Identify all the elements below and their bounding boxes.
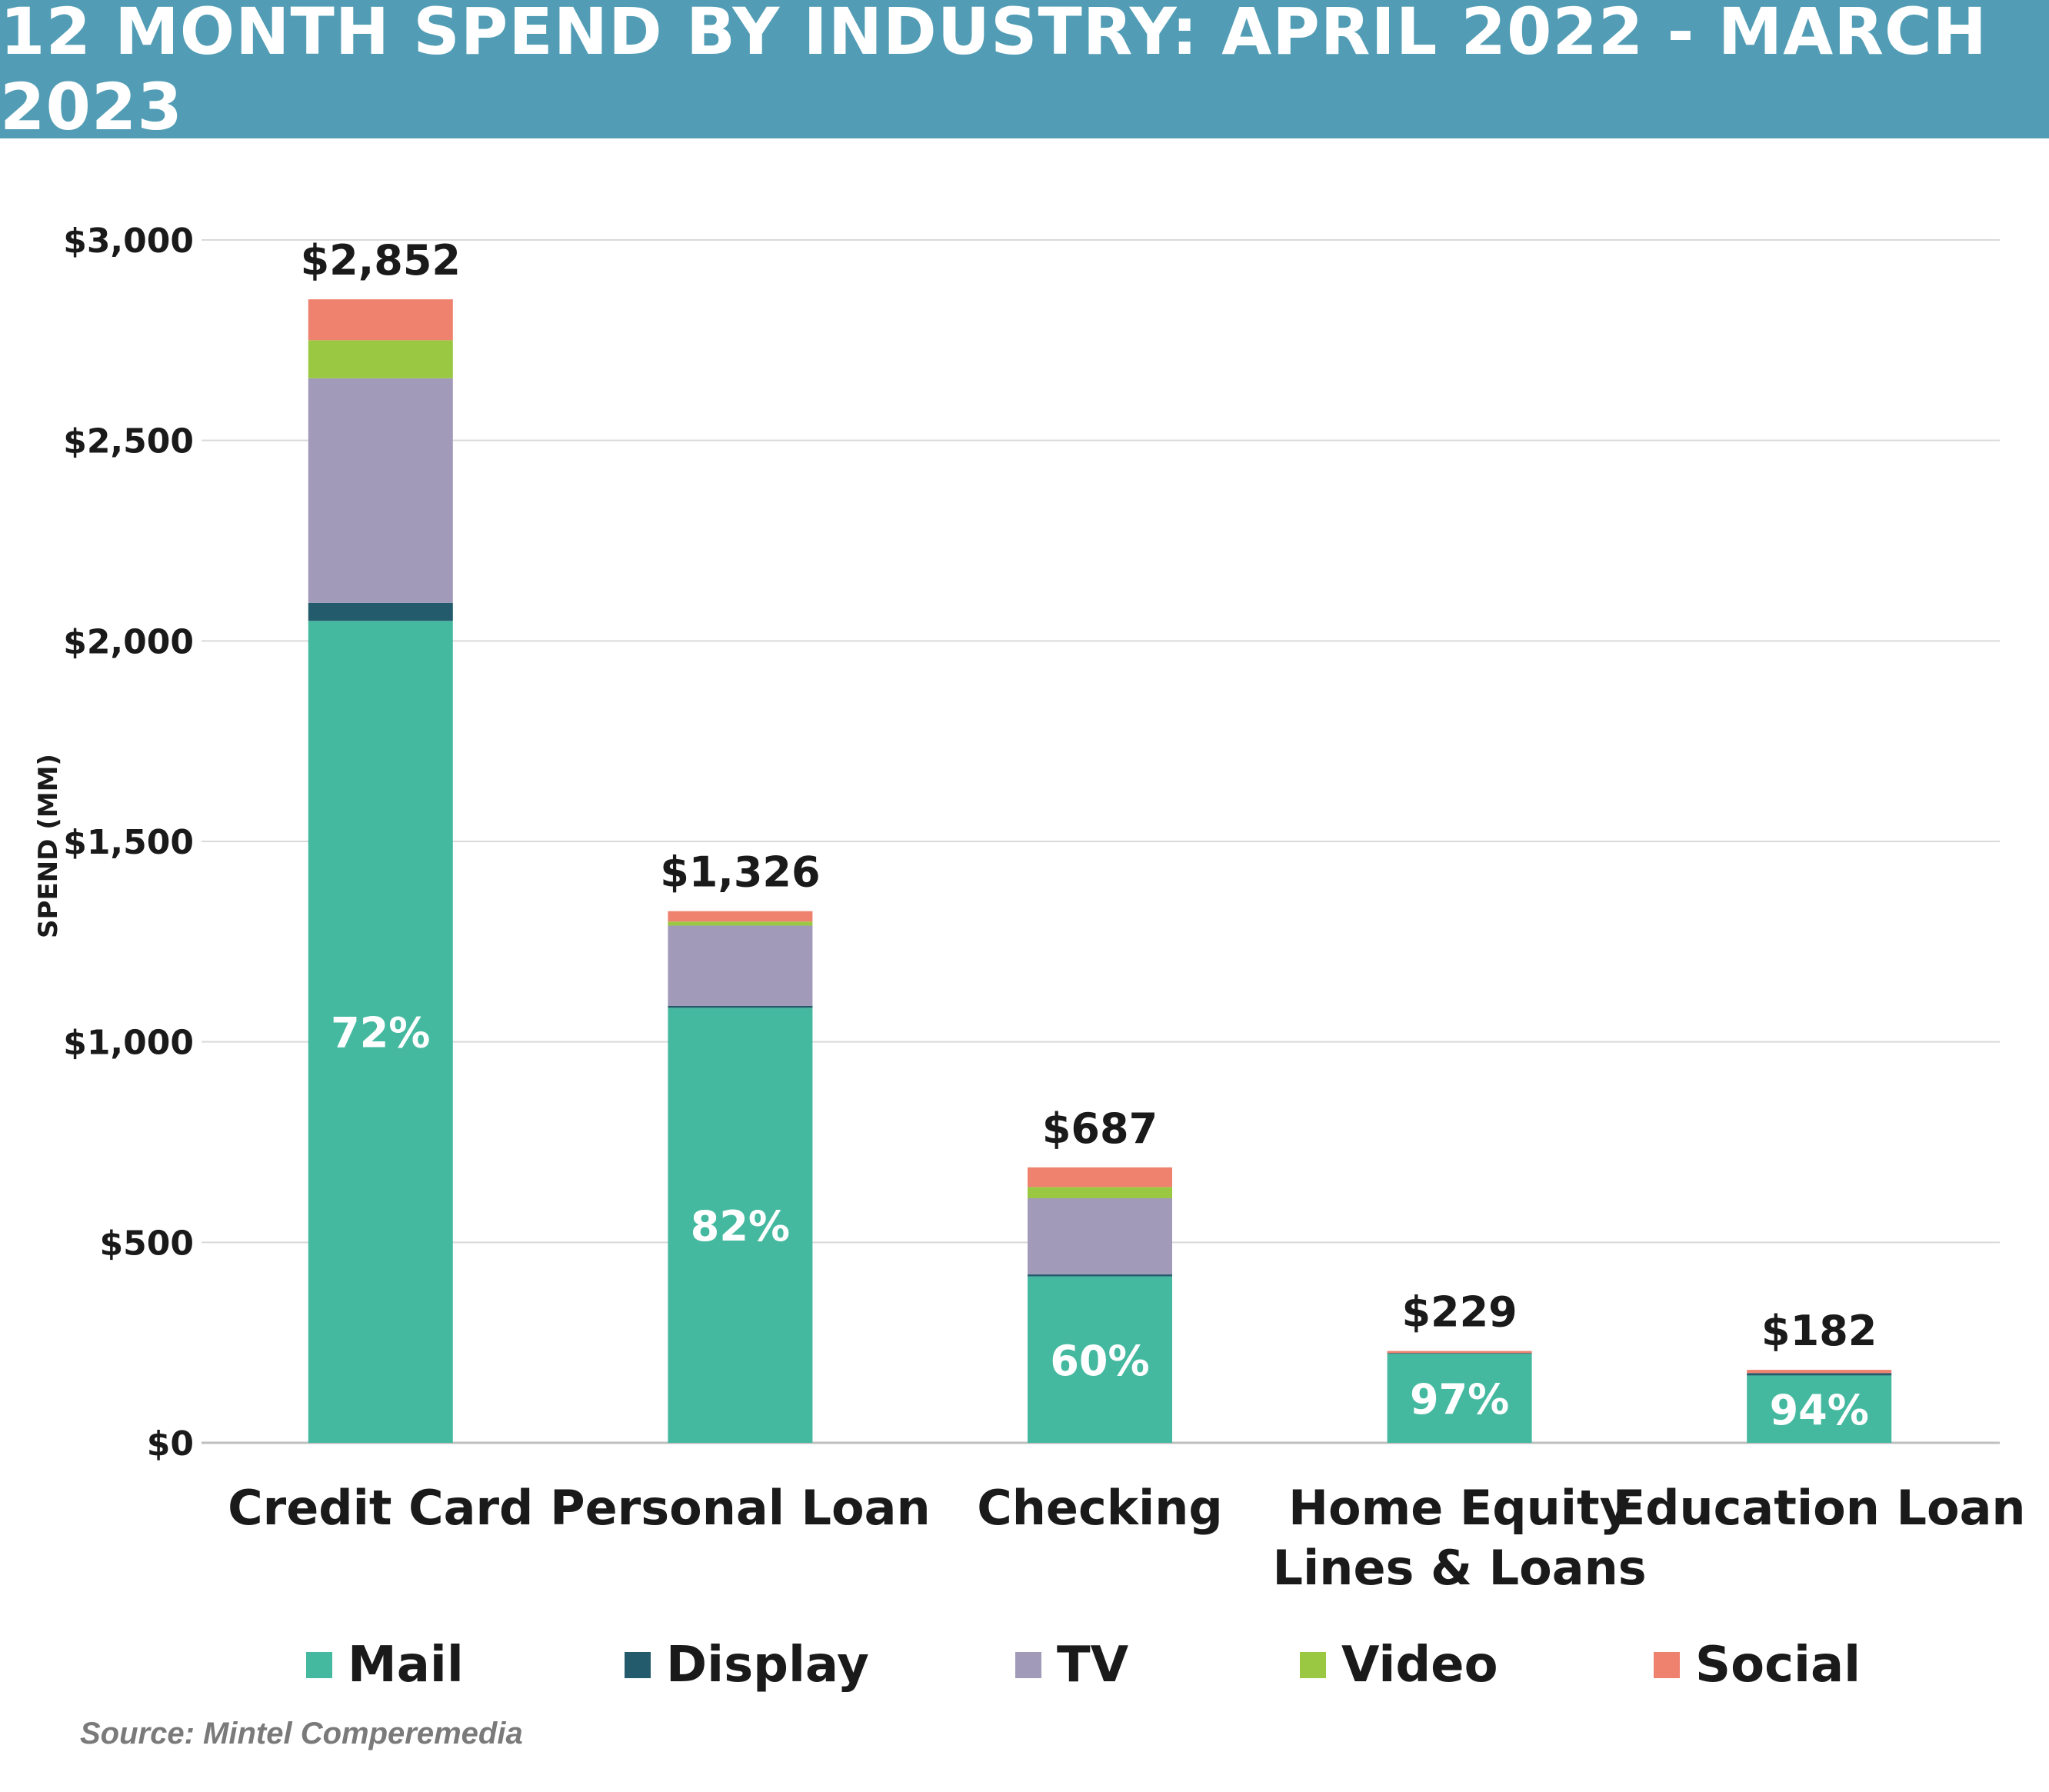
legend-swatch bbox=[1654, 1652, 1680, 1678]
legend-swatch bbox=[625, 1652, 651, 1678]
y-tick-label: $0 bbox=[147, 1424, 194, 1464]
mail-share-label: 94% bbox=[1770, 1386, 1869, 1434]
legend-label: TV bbox=[1057, 1637, 1129, 1694]
y-axis-label: SPEND (MM) bbox=[33, 754, 64, 938]
x-category-label: Personal Loan bbox=[550, 1480, 930, 1536]
x-category-label: Credit Card bbox=[228, 1480, 533, 1536]
y-tick-label: $1,500 bbox=[63, 823, 194, 862]
y-tick-label: $2,500 bbox=[63, 422, 194, 461]
legend-swatch bbox=[1300, 1652, 1326, 1678]
total-label: $687 bbox=[1042, 1104, 1158, 1153]
total-label: $1,326 bbox=[660, 848, 820, 897]
source-note: Source: Mintel Comperemedia bbox=[80, 1717, 523, 1750]
bar-segment-mail bbox=[1028, 1276, 1172, 1443]
total-label: $182 bbox=[1761, 1307, 1877, 1355]
x-category-label: Education Loan bbox=[1613, 1480, 2026, 1536]
legend-label: Mail bbox=[348, 1637, 464, 1694]
mail-share-label: 60% bbox=[1050, 1337, 1149, 1385]
legend-item-mail: Mail bbox=[306, 1630, 464, 1700]
y-tick-label: $500 bbox=[100, 1224, 194, 1263]
mail-share-label: 97% bbox=[1410, 1375, 1509, 1424]
y-tick-label: $3,000 bbox=[63, 222, 194, 261]
bar-segment-display bbox=[1747, 1373, 1892, 1376]
y-tick-label: $1,000 bbox=[63, 1024, 194, 1063]
legend-label: Social bbox=[1695, 1637, 1861, 1694]
bar-segment-tv bbox=[308, 378, 453, 603]
bar-segment-display bbox=[1028, 1274, 1172, 1277]
x-category-label: Home Equity bbox=[1288, 1480, 1631, 1536]
title-banner: 12 MONTH SPEND BY INDUSTRY: APRIL 2022 -… bbox=[0, 0, 2049, 145]
mail-share-label: 72% bbox=[331, 1009, 430, 1058]
bar-segment-video bbox=[1028, 1187, 1172, 1198]
legend-swatch bbox=[1015, 1652, 1041, 1678]
bar-segment-social bbox=[668, 911, 813, 922]
legend-item-display: Display bbox=[625, 1630, 869, 1700]
x-category-label: Lines & Loans bbox=[1273, 1540, 1647, 1596]
y-tick-label: $2,000 bbox=[63, 622, 194, 661]
total-label: $2,852 bbox=[301, 236, 461, 285]
legend-item-video: Video bbox=[1300, 1630, 1498, 1700]
x-category-label: Checking bbox=[977, 1480, 1222, 1536]
legend-item-tv: TV bbox=[1015, 1630, 1128, 1700]
bar-segment-mail bbox=[1387, 1354, 1532, 1443]
bar-segment-social bbox=[1747, 1370, 1892, 1374]
bar-segment-tv bbox=[1028, 1197, 1172, 1275]
bar-segment-social bbox=[1387, 1351, 1532, 1354]
bar-segment-tv bbox=[668, 925, 813, 1006]
bar-segment-video bbox=[308, 340, 453, 378]
chart-title: 12 MONTH SPEND BY INDUSTRY: APRIL 2022 -… bbox=[0, 0, 1987, 145]
bar-segment-social bbox=[308, 299, 453, 341]
bar-segment-display bbox=[308, 602, 453, 621]
bar-segment-mail bbox=[668, 1008, 813, 1443]
legend-item-social: Social bbox=[1654, 1630, 1861, 1700]
bar-segment-video bbox=[668, 921, 813, 926]
total-label: $229 bbox=[1401, 1288, 1517, 1337]
legend-label: Video bbox=[1341, 1637, 1498, 1694]
mail-share-label: 82% bbox=[691, 1202, 790, 1251]
bar-segment-display bbox=[1387, 1353, 1532, 1354]
legend: Mail Display TV Video Social bbox=[0, 1630, 2049, 1700]
bar-segment-mail bbox=[308, 621, 453, 1444]
bar-segment-social bbox=[1028, 1167, 1172, 1187]
legend-label: Display bbox=[666, 1637, 869, 1694]
legend-swatch bbox=[306, 1652, 332, 1678]
bar-segment-mail bbox=[1747, 1375, 1892, 1443]
bar-segment-display bbox=[668, 1005, 813, 1008]
